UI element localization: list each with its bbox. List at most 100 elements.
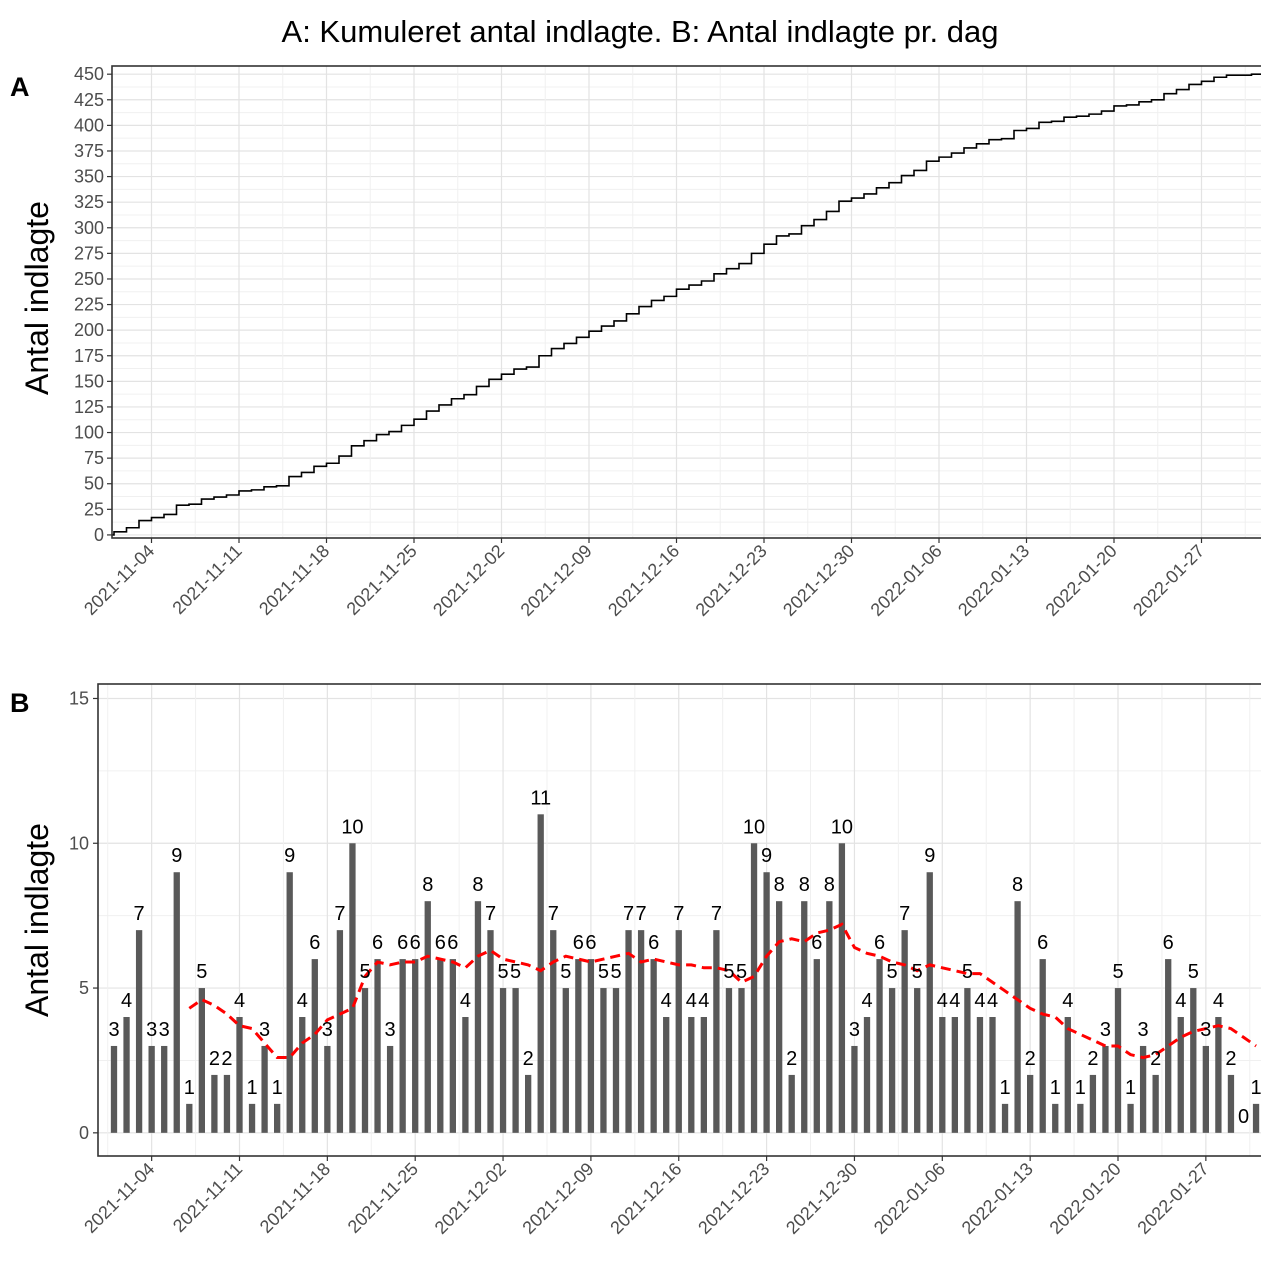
bar-value-label: 4: [861, 990, 872, 1012]
cumulative-step-line: [112, 73, 1261, 536]
panel-a-y-ticks: 0 25 50 75 100 125 150 175 200 225 250 275 300 325 350…: [74, 64, 112, 545]
bar-value-label: 6: [447, 932, 458, 954]
y-tick-label: 0: [79, 1123, 89, 1143]
bar: [274, 1103, 281, 1133]
bar: [135, 930, 143, 1133]
y-tick-label: 150: [74, 371, 104, 391]
bar-value-label: 4: [460, 990, 471, 1012]
bar-value-label: 7: [485, 903, 496, 925]
y-tick-label: 0: [94, 525, 104, 545]
bar: [700, 1017, 707, 1133]
bar-value-label: 7: [334, 903, 345, 925]
bar: [1215, 1017, 1222, 1133]
x-tick-label: 2021-12-16: [606, 1159, 685, 1238]
bar-value-label: 10: [743, 816, 765, 838]
bar: [575, 959, 582, 1133]
bar: [989, 1017, 996, 1133]
bar-value-label: 10: [831, 816, 853, 838]
bar-value-label: 7: [899, 903, 910, 925]
bar-value-label: 5: [196, 961, 207, 983]
bar: [1027, 1074, 1034, 1133]
bar-value-label: 1: [272, 1077, 283, 1099]
bar: [286, 872, 293, 1133]
panel-a-grid: [112, 66, 1261, 538]
x-tick-label: 2021-12-02: [429, 541, 508, 620]
bar: [248, 1103, 256, 1133]
bar-value-label: 3: [849, 1019, 860, 1041]
bar: [324, 1045, 331, 1133]
y-tick-label: 100: [74, 423, 104, 443]
y-tick-label: 15: [69, 688, 89, 708]
bar-value-label: 6: [648, 932, 659, 954]
bar-value-label: 1: [1250, 1077, 1261, 1099]
bar-value-label: 1: [184, 1077, 195, 1099]
bar: [951, 1017, 958, 1133]
x-tick-label: 2021-11-11: [169, 1159, 246, 1236]
bar: [474, 901, 482, 1133]
bar: [424, 901, 431, 1133]
bar: [813, 959, 820, 1133]
x-tick-label: 2022-01-20: [1046, 1159, 1125, 1238]
bar-value-label: 6: [585, 932, 596, 954]
bar: [525, 1074, 532, 1133]
y-tick-label: 400: [74, 115, 104, 135]
bar: [1190, 988, 1197, 1133]
bar: [161, 1045, 168, 1133]
bar: [964, 988, 971, 1133]
y-tick-label: 10: [69, 833, 89, 853]
bar: [437, 959, 444, 1133]
figure-title: A: Kumuleret antal indlagte. B: Antal in…: [282, 14, 999, 49]
bar: [587, 959, 595, 1133]
bar-value-label: 5: [736, 961, 747, 983]
bar: [1127, 1103, 1134, 1133]
bar: [186, 1103, 193, 1133]
bar: [1227, 1074, 1235, 1133]
bar-value-label: 5: [610, 961, 621, 983]
panel-b-bars: [110, 814, 1260, 1133]
bar: [223, 1074, 231, 1133]
bar: [1052, 1103, 1059, 1133]
bar-value-label: 7: [673, 903, 684, 925]
bar-value-label: 4: [121, 990, 132, 1012]
bar: [625, 930, 632, 1133]
bar-value-label: 6: [573, 932, 584, 954]
rolling-mean-line: [188, 922, 1257, 1060]
bar: [1077, 1103, 1084, 1133]
x-tick-label: 2022-01-13: [958, 1159, 1037, 1238]
bar: [412, 959, 419, 1133]
bar: [311, 959, 318, 1133]
bar: [336, 930, 344, 1133]
bar: [788, 1074, 795, 1133]
bar-value-label: 2: [1150, 1048, 1161, 1070]
bar: [236, 1017, 243, 1133]
bar-value-label: 9: [924, 845, 935, 867]
bar-value-label: 8: [799, 874, 810, 896]
x-tick-label: 2022-01-27: [1129, 541, 1208, 620]
bar-value-label: 4: [686, 990, 697, 1012]
bar-value-label: 5: [1188, 961, 1199, 983]
bar: [1001, 1103, 1009, 1133]
bar: [211, 1074, 218, 1133]
y-tick-label: 425: [74, 90, 104, 110]
bar-value-label: 3: [1100, 1019, 1111, 1041]
x-tick-label: 2021-12-30: [779, 541, 858, 620]
bar-value-label: 1: [999, 1077, 1010, 1099]
bar-value-label: 4: [937, 990, 948, 1012]
x-tick-label: 2022-01-20: [1042, 541, 1121, 620]
x-tick-label: 2022-01-06: [870, 1159, 949, 1238]
y-tick-label: 325: [74, 192, 104, 212]
bar: [763, 872, 770, 1133]
bar: [261, 1045, 268, 1133]
bar: [537, 814, 544, 1133]
bar: [1139, 1045, 1147, 1133]
bar: [1102, 1045, 1109, 1133]
bar: [299, 1017, 306, 1133]
bar-value-label: 0: [1238, 1106, 1249, 1128]
panel-b-x-ticks: 2021-11-04 2021-11-11 2021-11-18 2021-11-25…: [80, 1156, 1213, 1238]
bar-value-label: 4: [297, 990, 308, 1012]
x-tick-label: 2022-01-13: [954, 541, 1033, 620]
bar: [123, 1017, 130, 1133]
x-tick-label: 2021-12-23: [694, 1159, 773, 1238]
y-tick-label: 450: [74, 64, 104, 84]
bar: [1202, 1045, 1209, 1133]
